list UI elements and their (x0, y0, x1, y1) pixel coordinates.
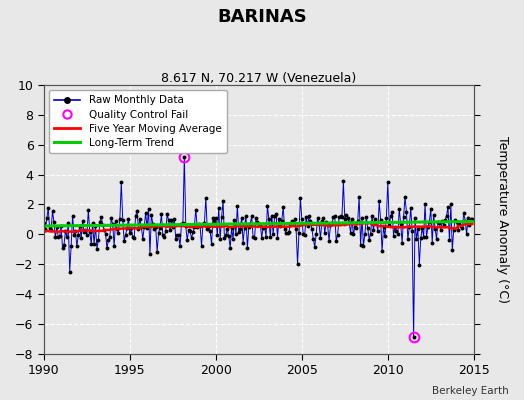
Title: 8.617 N, 70.217 W (Venezuela): 8.617 N, 70.217 W (Venezuela) (161, 72, 356, 85)
Text: Berkeley Earth: Berkeley Earth (432, 386, 508, 396)
Legend: Raw Monthly Data, Quality Control Fail, Five Year Moving Average, Long-Term Tren: Raw Monthly Data, Quality Control Fail, … (49, 90, 227, 153)
Text: BARINAS: BARINAS (217, 8, 307, 26)
Y-axis label: Temperature Anomaly (°C): Temperature Anomaly (°C) (496, 136, 509, 303)
